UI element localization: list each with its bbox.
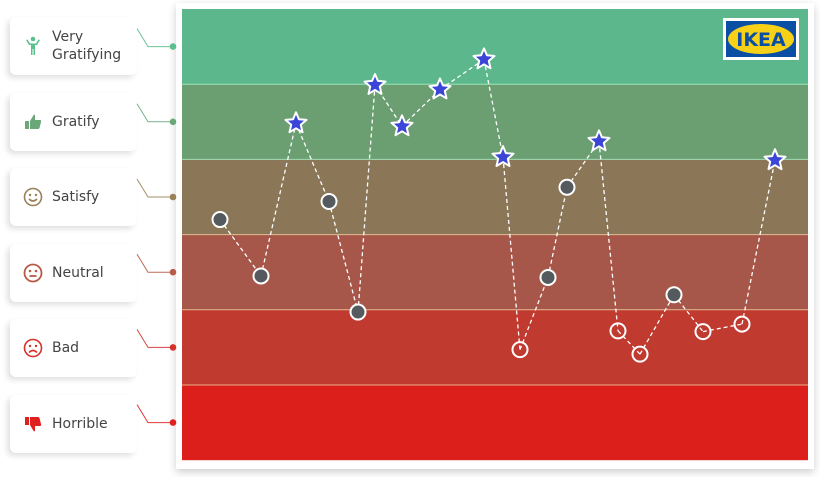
thumbs-down-icon [20, 416, 46, 432]
journey-segment [502, 157, 521, 350]
thumbs-up-icon [20, 114, 46, 130]
level-card-gratify: Gratify [10, 92, 137, 151]
touchpoint-hollow-circle [733, 315, 751, 333]
connector-line [136, 253, 173, 273]
journey-segment [519, 277, 549, 350]
level-label: Very Gratifying [52, 29, 122, 63]
journey-segment [598, 141, 619, 331]
level-label: Neutral [52, 264, 104, 281]
touchpoint-circle [252, 267, 270, 285]
touchpoint-circle [539, 268, 557, 286]
level-card-satisfy: Satisfy [10, 168, 137, 226]
level-connector [136, 178, 177, 201]
touchpoint-star [428, 77, 452, 100]
connector-line [136, 103, 173, 123]
journey-segment [357, 84, 376, 313]
connector-line [136, 404, 173, 424]
band-satisfy [182, 159, 808, 235]
level-connector [136, 253, 177, 276]
touchpoint-circle [320, 193, 338, 211]
level-connector [136, 28, 177, 50]
touchpoint-star [472, 47, 496, 70]
touchpoint-circle [558, 178, 576, 196]
connector-dot [169, 193, 177, 201]
journey-segment [547, 187, 568, 278]
journey-segment [566, 140, 600, 188]
touchpoint-circle [349, 303, 367, 321]
person-raised-arms-icon [20, 36, 46, 56]
neutral-face-icon [20, 263, 46, 283]
connector-dot [169, 43, 177, 50]
connector-dot [169, 419, 177, 426]
level-connector [136, 404, 177, 426]
level-card-neutral: Neutral [10, 243, 137, 302]
touchpoint-star [491, 145, 515, 167]
touchpoint-hollow-circle [694, 323, 712, 341]
band-very-gratifying [182, 9, 808, 85]
band-horrible [182, 385, 808, 461]
journey-segment [295, 123, 330, 202]
connector-dot [169, 118, 177, 126]
ikea-logo: IKEA [723, 18, 799, 60]
level-label: Bad [52, 340, 80, 356]
touchpoint-star [284, 111, 308, 134]
journey-segment [260, 123, 297, 277]
connector-line [136, 28, 173, 48]
logo-text: IKEA [736, 29, 786, 51]
level-label: Satisfy [52, 189, 100, 205]
touchpoint-hollow-circle [631, 345, 649, 363]
level-label: Horrible [52, 415, 108, 432]
level-connector [136, 329, 177, 351]
level-card-horrible: Horrible [10, 394, 137, 453]
touchpoint-star [363, 73, 387, 95]
band-bad [182, 309, 808, 385]
connector-dot [169, 268, 177, 276]
connector-line [136, 329, 173, 348]
touchpoint-circle [665, 286, 683, 304]
journey-segment [439, 58, 485, 91]
touchpoint-star [587, 129, 611, 152]
connector-dot [169, 344, 177, 351]
level-connector [136, 103, 177, 126]
journey-segment [483, 59, 504, 158]
logo-ellipse [728, 24, 794, 54]
sad-face-icon [20, 338, 46, 358]
band-neutral [182, 234, 808, 310]
touchpoint-star [390, 114, 414, 137]
touchpoint-star [763, 148, 787, 171]
band-gratify [182, 84, 808, 160]
touchpoint-hollow-circle [511, 341, 529, 359]
connector-line [136, 178, 173, 198]
touchpoint-circle [211, 211, 229, 229]
smile-icon [20, 187, 46, 207]
journey-segment [219, 219, 262, 277]
journey-segment [328, 201, 359, 313]
level-card-bad: Bad [10, 319, 137, 377]
level-card-very-gratifying: Very Gratifying [10, 17, 137, 75]
touchpoint-hollow-circle [609, 322, 627, 340]
journey-segment [617, 330, 641, 355]
journey-segment [639, 294, 675, 355]
level-label: Gratify [52, 113, 100, 130]
